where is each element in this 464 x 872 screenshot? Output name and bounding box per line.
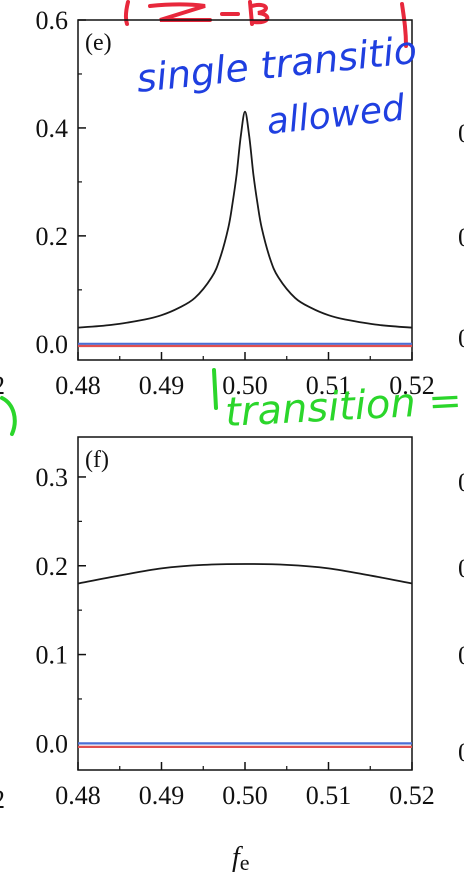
panel-f: 0.48 0.49 0.50 0.51 0.52 0.0 0.1 0.2 0.3 (f) (36, 437, 435, 810)
right-edge-fragment: 0 (458, 738, 464, 767)
right-edge-fragments: 0 0 0 0 0 0 0 (458, 119, 464, 767)
x-tick-label: 0.49 (139, 371, 185, 400)
y-tick-label: 0.6 (36, 6, 69, 35)
x-tick-label: 0.48 (55, 371, 101, 400)
green-stroke-left (2, 398, 15, 434)
plot-frame (78, 437, 412, 770)
right-edge-fragment: 0 (458, 119, 464, 148)
green-stroke-vertical (214, 370, 216, 408)
x-tick-label: 0.50 (222, 781, 268, 810)
y-tick-label: 0.3 (36, 463, 69, 492)
y-tick-label: 0.1 (36, 641, 69, 670)
left-edge-fragment-e: 2 (0, 371, 5, 400)
panel-label: (f) (85, 447, 109, 473)
x-axis-title: fe (232, 842, 250, 872)
x-tick-label: 0.52 (389, 781, 435, 810)
x-tick-label: 0.48 (55, 781, 101, 810)
right-edge-fragment: 0 (458, 641, 464, 670)
red-stroke-z (150, 5, 210, 21)
left-edge-fragment-f: 2 (0, 785, 5, 814)
panel-label: (e) (85, 30, 112, 56)
y-tick-label: 0.2 (36, 222, 69, 251)
x-tick-label: 0.51 (306, 781, 352, 810)
y-tick-label: 0.2 (36, 552, 69, 581)
y-tick-label: 0.4 (36, 114, 69, 143)
right-edge-fragment: 0 (458, 468, 464, 497)
right-edge-fragment: 0 (458, 324, 464, 353)
annotation-allowed: allowed (265, 88, 408, 143)
y-tick-label: 0.0 (36, 729, 69, 758)
series-line-0 (78, 112, 412, 328)
y-tick-label: 0.0 (36, 330, 69, 359)
right-edge-fragment: 0 (458, 223, 464, 252)
right-edge-fragment: 0 (458, 554, 464, 583)
x-tick-label: 0.49 (139, 781, 185, 810)
series-line-0 (78, 564, 412, 584)
